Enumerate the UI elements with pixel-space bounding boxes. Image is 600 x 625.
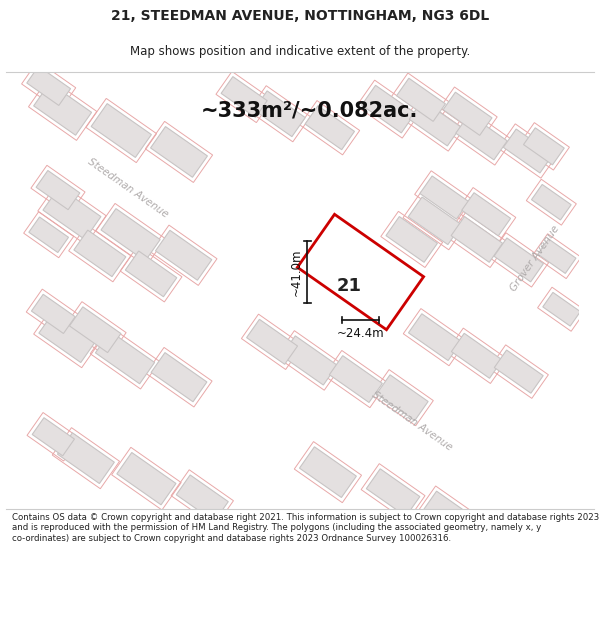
Polygon shape <box>494 238 544 282</box>
Polygon shape <box>151 352 207 402</box>
Text: ~41.0m: ~41.0m <box>290 248 303 296</box>
Polygon shape <box>101 209 160 261</box>
Polygon shape <box>377 375 428 421</box>
Polygon shape <box>34 83 92 135</box>
Polygon shape <box>532 184 571 220</box>
Polygon shape <box>397 78 445 121</box>
Polygon shape <box>254 91 305 137</box>
Text: Map shows position and indicative extent of the property.: Map shows position and indicative extent… <box>130 45 470 58</box>
Polygon shape <box>420 176 469 219</box>
Polygon shape <box>329 356 382 402</box>
Polygon shape <box>538 239 576 273</box>
Polygon shape <box>362 86 415 133</box>
Polygon shape <box>125 251 177 297</box>
Polygon shape <box>409 314 461 361</box>
Polygon shape <box>74 230 126 277</box>
Text: ~24.4m: ~24.4m <box>337 328 385 341</box>
Text: 21: 21 <box>337 277 362 295</box>
Text: Grover Avenue: Grover Avenue <box>508 223 561 292</box>
Polygon shape <box>443 92 492 136</box>
Polygon shape <box>456 114 507 160</box>
Text: 21, STEEDMAN AVENUE, NOTTINGHAM, NG3 6DL: 21, STEEDMAN AVENUE, NOTTINGHAM, NG3 6DL <box>111 9 489 22</box>
Text: Steedman Avenue: Steedman Avenue <box>86 157 170 220</box>
Polygon shape <box>298 214 424 330</box>
Polygon shape <box>176 475 228 521</box>
Polygon shape <box>95 331 155 384</box>
Polygon shape <box>58 433 115 484</box>
Polygon shape <box>543 292 580 326</box>
Polygon shape <box>17 0 600 625</box>
Polygon shape <box>305 106 355 150</box>
Polygon shape <box>36 171 80 210</box>
Polygon shape <box>29 217 68 252</box>
Polygon shape <box>451 333 502 378</box>
Polygon shape <box>451 216 503 262</box>
Polygon shape <box>247 319 298 364</box>
Polygon shape <box>494 350 543 393</box>
Polygon shape <box>91 104 151 158</box>
Polygon shape <box>221 77 267 118</box>
Polygon shape <box>281 336 337 385</box>
Polygon shape <box>409 100 461 146</box>
Polygon shape <box>39 312 96 362</box>
Polygon shape <box>386 216 437 262</box>
Polygon shape <box>117 452 176 505</box>
Polygon shape <box>43 188 101 239</box>
Text: Contains OS data © Crown copyright and database right 2021. This information is : Contains OS data © Crown copyright and d… <box>12 513 599 542</box>
Polygon shape <box>32 418 74 456</box>
Polygon shape <box>524 127 564 165</box>
Polygon shape <box>462 192 511 236</box>
Polygon shape <box>367 469 420 516</box>
Polygon shape <box>503 129 553 173</box>
Polygon shape <box>151 127 208 178</box>
Text: Steedman Avenue: Steedman Avenue <box>370 389 454 452</box>
Polygon shape <box>31 294 75 334</box>
Polygon shape <box>70 307 121 352</box>
Text: ~333m²/~0.082ac.: ~333m²/~0.082ac. <box>200 101 418 121</box>
Polygon shape <box>299 447 356 498</box>
Polygon shape <box>408 197 462 244</box>
Polygon shape <box>27 66 71 106</box>
Polygon shape <box>423 491 475 537</box>
Polygon shape <box>155 230 212 280</box>
